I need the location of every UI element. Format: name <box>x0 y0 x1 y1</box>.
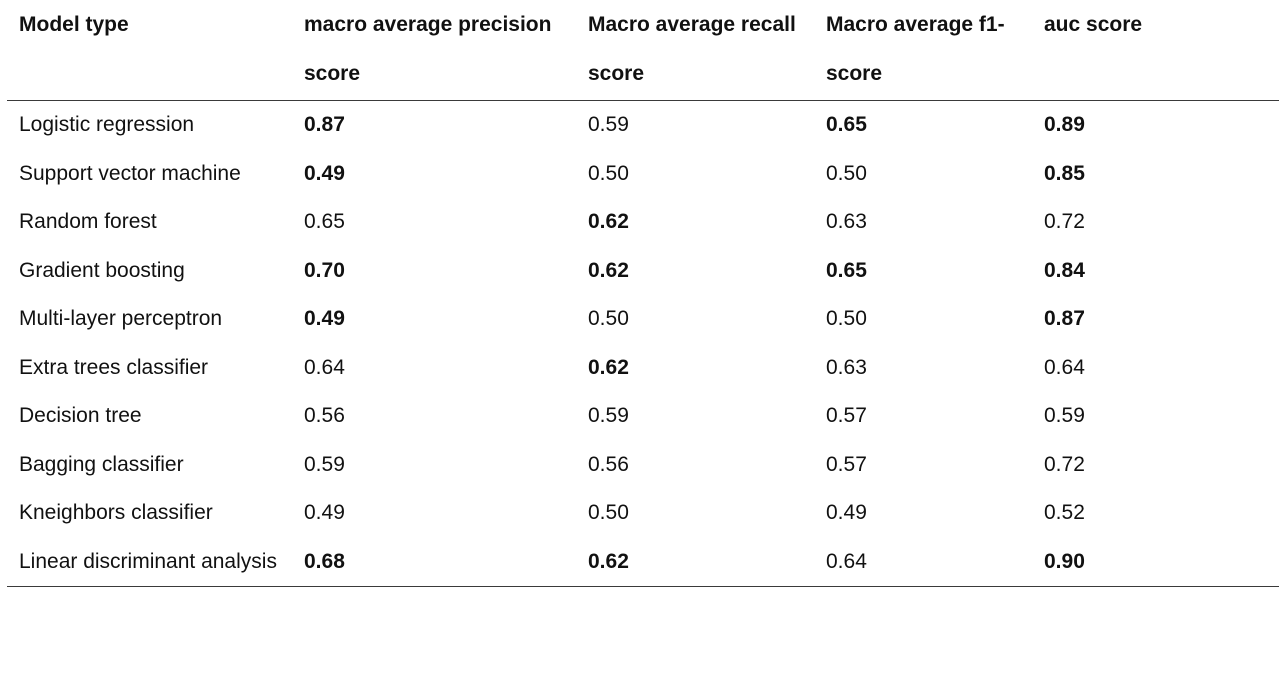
auc-cell: 0.64 <box>1044 355 1085 379</box>
model-type-cell: Decision tree <box>19 404 142 427</box>
recall-cell: 0.50 <box>588 501 629 524</box>
f1-cell: 0.50 <box>826 161 867 185</box>
model-type-cell: Kneighbors classifier <box>19 501 213 524</box>
recall-cell: 0.50 <box>588 307 629 330</box>
header-f1: Macro average f1-score <box>826 13 1005 85</box>
table-row: Gradient boosting 0.70 0.62 0.65 0.84 <box>7 247 1279 296</box>
table-row: Support vector machine 0.49 0.50 0.50 0.85 <box>7 150 1279 199</box>
precision-cell: 0.68 <box>304 549 345 573</box>
table-row: Linear discriminant analysis 0.68 0.62 0.64… <box>7 538 1279 587</box>
header-recall: Macro average recall score <box>588 13 796 85</box>
precision-cell: 0.56 <box>304 404 345 427</box>
recall-cell: 0.59 <box>588 404 629 427</box>
auc-cell: 0.89 <box>1044 113 1085 136</box>
precision-cell: 0.65 <box>304 210 345 233</box>
auc-cell: 0.72 <box>1044 452 1085 476</box>
recall-cell: 0.56 <box>588 452 629 476</box>
model-type-cell: Support vector machine <box>19 161 241 185</box>
table-row: Bagging classifier 0.59 0.56 0.57 0.72 <box>7 441 1279 490</box>
model-type-cell: Linear discriminant analysis <box>19 549 277 573</box>
recall-cell: 0.50 <box>588 161 629 185</box>
f1-cell: 0.57 <box>826 452 867 476</box>
model-type-cell: Random forest <box>19 210 157 233</box>
f1-cell: 0.65 <box>826 258 867 282</box>
table-row: Extra trees classifier 0.64 0.62 0.63 0.64 <box>7 344 1279 393</box>
f1-cell: 0.63 <box>826 355 867 379</box>
precision-cell: 0.70 <box>304 258 345 282</box>
f1-cell: 0.64 <box>826 549 867 573</box>
table-row: Random forest 0.65 0.62 0.63 0.72 <box>7 198 1279 247</box>
table-row: Kneighbors classifier 0.49 0.50 0.49 0.52 <box>7 489 1279 538</box>
f1-cell: 0.65 <box>826 113 867 136</box>
recall-cell: 0.62 <box>588 549 629 573</box>
recall-cell: 0.59 <box>588 113 629 136</box>
f1-cell: 0.50 <box>826 307 867 330</box>
f1-cell: 0.49 <box>826 501 867 524</box>
results-table: Model type macro average precision score… <box>7 0 1279 587</box>
header-precision: macro average precision score <box>304 13 552 85</box>
model-type-cell: Extra trees classifier <box>19 355 209 379</box>
precision-cell: 0.49 <box>304 501 345 524</box>
table-body: Logistic regression 0.87 0.59 0.65 0.89 Suppo… <box>7 101 1279 587</box>
auc-cell: 0.90 <box>1044 549 1085 573</box>
precision-cell: 0.59 <box>304 452 345 476</box>
model-type-cell: Gradient boosting <box>19 258 185 282</box>
table-header: Model type macro average precision score… <box>7 0 1279 101</box>
auc-cell: 0.59 <box>1044 404 1085 427</box>
auc-cell: 0.85 <box>1044 161 1085 185</box>
precision-cell: 0.49 <box>304 307 345 330</box>
auc-cell: 0.84 <box>1044 258 1085 282</box>
f1-cell: 0.63 <box>826 210 867 233</box>
header-row: Model type macro average precision score… <box>7 0 1279 101</box>
auc-cell: 0.87 <box>1044 307 1085 330</box>
header-model-type: Model type <box>19 13 129 36</box>
recall-cell: 0.62 <box>588 258 629 282</box>
model-type-cell: Bagging classifier <box>19 452 184 476</box>
table-row: Decision tree 0.56 0.59 0.57 0.59 <box>7 392 1279 441</box>
precision-cell: 0.64 <box>304 355 345 379</box>
f1-cell: 0.57 <box>826 404 867 427</box>
model-type-cell: Multi-layer perceptron <box>19 307 223 330</box>
model-type-cell: Logistic regression <box>19 113 195 136</box>
recall-cell: 0.62 <box>588 355 629 379</box>
precision-cell: 0.49 <box>304 161 345 185</box>
auc-cell: 0.72 <box>1044 210 1085 233</box>
table-row: Multi-layer perceptron 0.49 0.50 0.50 0.87 <box>7 295 1279 344</box>
header-auc: auc score <box>1044 13 1143 36</box>
auc-cell: 0.52 <box>1044 501 1085 524</box>
table-row: Logistic regression 0.87 0.59 0.65 0.89 <box>7 101 1279 150</box>
precision-cell: 0.87 <box>304 113 345 136</box>
recall-cell: 0.62 <box>588 210 629 233</box>
